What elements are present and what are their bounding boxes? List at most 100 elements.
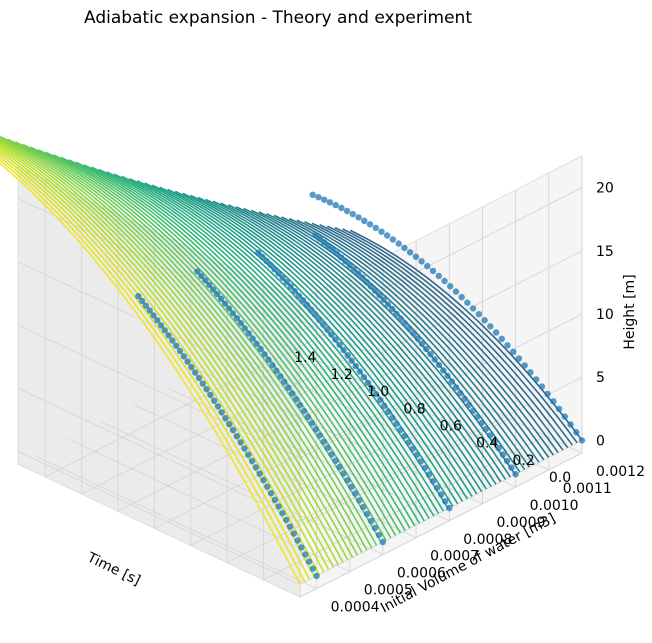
experiment-point bbox=[385, 408, 392, 415]
experiment-point bbox=[283, 516, 290, 524]
surface-curve bbox=[45, 151, 392, 539]
experiment-point bbox=[481, 317, 488, 324]
experiment-point bbox=[305, 558, 313, 565]
grid-line-x bbox=[81, 197, 364, 495]
experiment-point bbox=[245, 451, 252, 458]
experiment-point bbox=[173, 342, 180, 349]
surface-curve bbox=[22, 143, 378, 546]
surface-curve bbox=[106, 171, 430, 519]
surface-curve bbox=[349, 229, 583, 441]
surface-curve bbox=[53, 154, 397, 536]
experiment-point bbox=[406, 249, 414, 256]
surface-curve bbox=[129, 177, 445, 512]
experiment-point bbox=[252, 464, 260, 471]
experiment-point bbox=[221, 300, 229, 307]
surface-curve bbox=[197, 196, 488, 490]
experiment-point bbox=[447, 283, 454, 290]
experiment-point bbox=[446, 504, 453, 512]
experiment-point bbox=[412, 253, 420, 260]
experiment-point bbox=[405, 439, 412, 446]
experiment-point bbox=[504, 342, 511, 349]
experiment-point bbox=[371, 524, 379, 532]
experiment-point bbox=[435, 361, 443, 369]
experiment-point bbox=[510, 348, 517, 355]
z-tick-label: 20 bbox=[596, 181, 614, 197]
surface-curve bbox=[75, 161, 411, 529]
experiment-point bbox=[296, 402, 304, 409]
surface-curve bbox=[182, 192, 478, 495]
surface-curve bbox=[83, 164, 416, 527]
experiment-point bbox=[277, 373, 284, 380]
experiment-point bbox=[324, 444, 331, 452]
experiment-point bbox=[384, 232, 391, 239]
experiment-point bbox=[384, 301, 392, 308]
experiment-point bbox=[354, 270, 362, 277]
experiment-point bbox=[332, 336, 339, 343]
experiment-point bbox=[378, 228, 385, 235]
experiment-point bbox=[372, 224, 379, 232]
experiment-point bbox=[146, 307, 153, 314]
experiment-point bbox=[340, 346, 347, 354]
experiment-point bbox=[425, 471, 433, 478]
experiment-point bbox=[332, 201, 339, 209]
x-tick-label: 0.2 bbox=[512, 453, 534, 469]
surface-curve bbox=[342, 228, 578, 444]
experiment-point bbox=[401, 432, 408, 440]
z-tick-label: 5 bbox=[596, 370, 605, 386]
experiment-point bbox=[211, 397, 218, 404]
surface-curve bbox=[190, 194, 483, 493]
experiment-point bbox=[397, 426, 404, 434]
experiment-point bbox=[217, 295, 225, 302]
y-tick-label: 0.0005 bbox=[364, 583, 413, 599]
experiment-point bbox=[371, 287, 379, 294]
experiment-point bbox=[287, 283, 294, 290]
experiment-point bbox=[237, 439, 244, 446]
experiment-point bbox=[316, 316, 323, 323]
grid-line-z bbox=[17, 250, 583, 396]
x-tick-label: 1.2 bbox=[331, 367, 353, 383]
experiment-point bbox=[376, 292, 383, 299]
chart-title: Adiabatic expansion - Theory and experim… bbox=[84, 8, 472, 28]
experiment-point bbox=[255, 249, 262, 256]
surface-curve bbox=[98, 168, 425, 522]
experiment-point bbox=[192, 369, 199, 376]
experiment-point bbox=[283, 279, 290, 286]
experiment-point bbox=[349, 210, 356, 218]
experiment-point bbox=[285, 384, 292, 391]
experiment-point bbox=[361, 217, 368, 224]
experiment-point bbox=[241, 325, 248, 332]
z-axis-label: Height [m] bbox=[622, 274, 638, 349]
surface-curve bbox=[220, 202, 502, 483]
experiment-point bbox=[207, 391, 214, 399]
experiment-point bbox=[429, 267, 437, 275]
experiment-point bbox=[393, 310, 400, 317]
experiment-point bbox=[461, 395, 468, 403]
experiment-point bbox=[515, 355, 523, 362]
surface-curve bbox=[91, 166, 421, 524]
experiment-point bbox=[320, 438, 327, 445]
experiment-point bbox=[291, 287, 298, 295]
experiment-point bbox=[457, 389, 464, 397]
surface-curve bbox=[311, 222, 559, 454]
experiment-point bbox=[295, 292, 303, 299]
experiment-point bbox=[442, 498, 449, 505]
experiment-point bbox=[380, 296, 387, 303]
grid-line-y bbox=[34, 291, 318, 590]
surface-curve bbox=[228, 204, 507, 480]
experiment-point bbox=[377, 396, 384, 404]
experiment-point bbox=[313, 572, 320, 580]
surface-curve bbox=[266, 212, 531, 468]
surface-curve bbox=[205, 198, 492, 488]
experiment-point bbox=[486, 432, 494, 439]
experiment-point bbox=[135, 293, 142, 300]
experiment-point bbox=[294, 537, 301, 544]
experiment-point bbox=[573, 429, 580, 436]
experiment-point bbox=[413, 451, 420, 459]
experiment-point bbox=[538, 383, 546, 390]
experiment-point bbox=[265, 356, 272, 363]
experiment-point bbox=[315, 194, 322, 201]
experiment-point bbox=[138, 297, 146, 305]
experiment-point bbox=[355, 214, 362, 221]
experiment-point bbox=[397, 315, 404, 322]
